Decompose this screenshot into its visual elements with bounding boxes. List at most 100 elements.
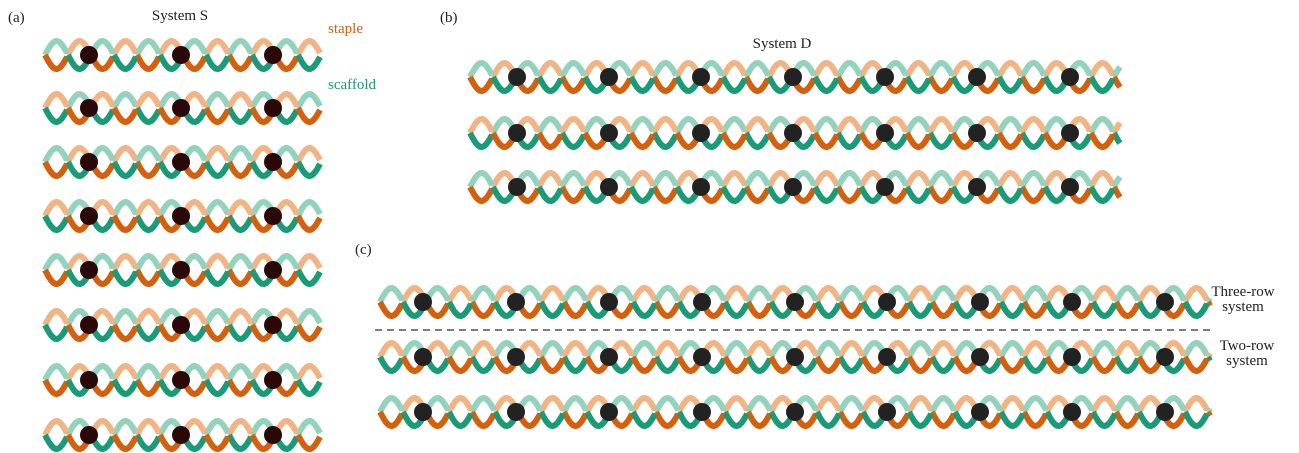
strand [654, 77, 676, 91]
strand [206, 216, 228, 230]
strand [1024, 412, 1046, 426]
strand [114, 41, 136, 55]
strand [932, 288, 954, 302]
dot [507, 293, 525, 311]
strand [838, 63, 860, 77]
strand [470, 187, 492, 201]
strand [114, 380, 136, 394]
strand [1022, 187, 1044, 201]
strand [1114, 187, 1120, 197]
strand [539, 133, 561, 147]
strand [206, 366, 228, 380]
strand [748, 302, 770, 316]
strand [298, 94, 320, 108]
strand [840, 288, 862, 302]
strand [298, 311, 320, 325]
annotation: system [1226, 353, 1268, 369]
strand [541, 357, 563, 371]
strand [114, 162, 136, 176]
strand [1022, 119, 1044, 133]
strand [114, 94, 136, 108]
strand [45, 311, 67, 325]
strand [1093, 357, 1115, 371]
strand [45, 325, 67, 339]
strand [206, 108, 228, 122]
strand [114, 311, 136, 325]
dot [1063, 348, 1081, 366]
strand [562, 77, 584, 91]
strand [656, 398, 678, 412]
strand [564, 412, 586, 426]
strand [723, 63, 745, 77]
strand [137, 148, 159, 162]
dot [172, 207, 190, 225]
strand [840, 398, 862, 412]
strand [45, 256, 67, 270]
strand [725, 398, 747, 412]
strand [909, 412, 931, 426]
strand [909, 357, 931, 371]
strand [449, 302, 471, 316]
strand [298, 435, 320, 449]
strand [815, 133, 837, 147]
strand [748, 357, 770, 371]
strand [654, 173, 676, 187]
strand [137, 216, 159, 230]
strand [541, 302, 563, 316]
dot [878, 348, 896, 366]
strand [298, 270, 320, 284]
strand [229, 311, 251, 325]
strand [932, 412, 954, 426]
strand [1185, 357, 1207, 371]
strand [472, 398, 494, 412]
strand [380, 302, 402, 316]
strand [229, 108, 251, 122]
strand [725, 288, 747, 302]
strand [114, 55, 136, 69]
helices [45, 41, 1210, 449]
strand [656, 302, 678, 316]
strand [1093, 288, 1115, 302]
strand [817, 398, 839, 412]
strand [45, 148, 67, 162]
strand [206, 311, 228, 325]
strand [1093, 302, 1115, 316]
strand [633, 357, 655, 371]
dot [414, 348, 432, 366]
dot [600, 124, 618, 142]
strand [746, 63, 768, 77]
strand [206, 202, 228, 216]
strand [114, 256, 136, 270]
strand [746, 173, 768, 187]
strand [932, 302, 954, 316]
dot [508, 68, 526, 86]
strand [137, 94, 159, 108]
strand [45, 421, 67, 435]
strand [541, 412, 563, 426]
strand [562, 187, 584, 201]
strand [137, 435, 159, 449]
panel-label: (c) [355, 242, 372, 258]
strand [1001, 412, 1023, 426]
strand [817, 412, 839, 426]
dot [600, 403, 618, 421]
strand [633, 288, 655, 302]
strand [838, 173, 860, 187]
strand [229, 421, 251, 435]
strand [1001, 398, 1023, 412]
strand [1116, 398, 1138, 412]
strand [746, 187, 768, 201]
strand [562, 133, 584, 147]
dot [600, 293, 618, 311]
strand [229, 162, 251, 176]
panel-title: System S [152, 8, 208, 24]
strand [656, 412, 678, 426]
dot [693, 403, 711, 421]
dot [80, 426, 98, 444]
strand [298, 256, 320, 270]
strand [470, 63, 492, 77]
strand [1001, 357, 1023, 371]
strand [999, 133, 1021, 147]
dot [264, 99, 282, 117]
dot [876, 124, 894, 142]
